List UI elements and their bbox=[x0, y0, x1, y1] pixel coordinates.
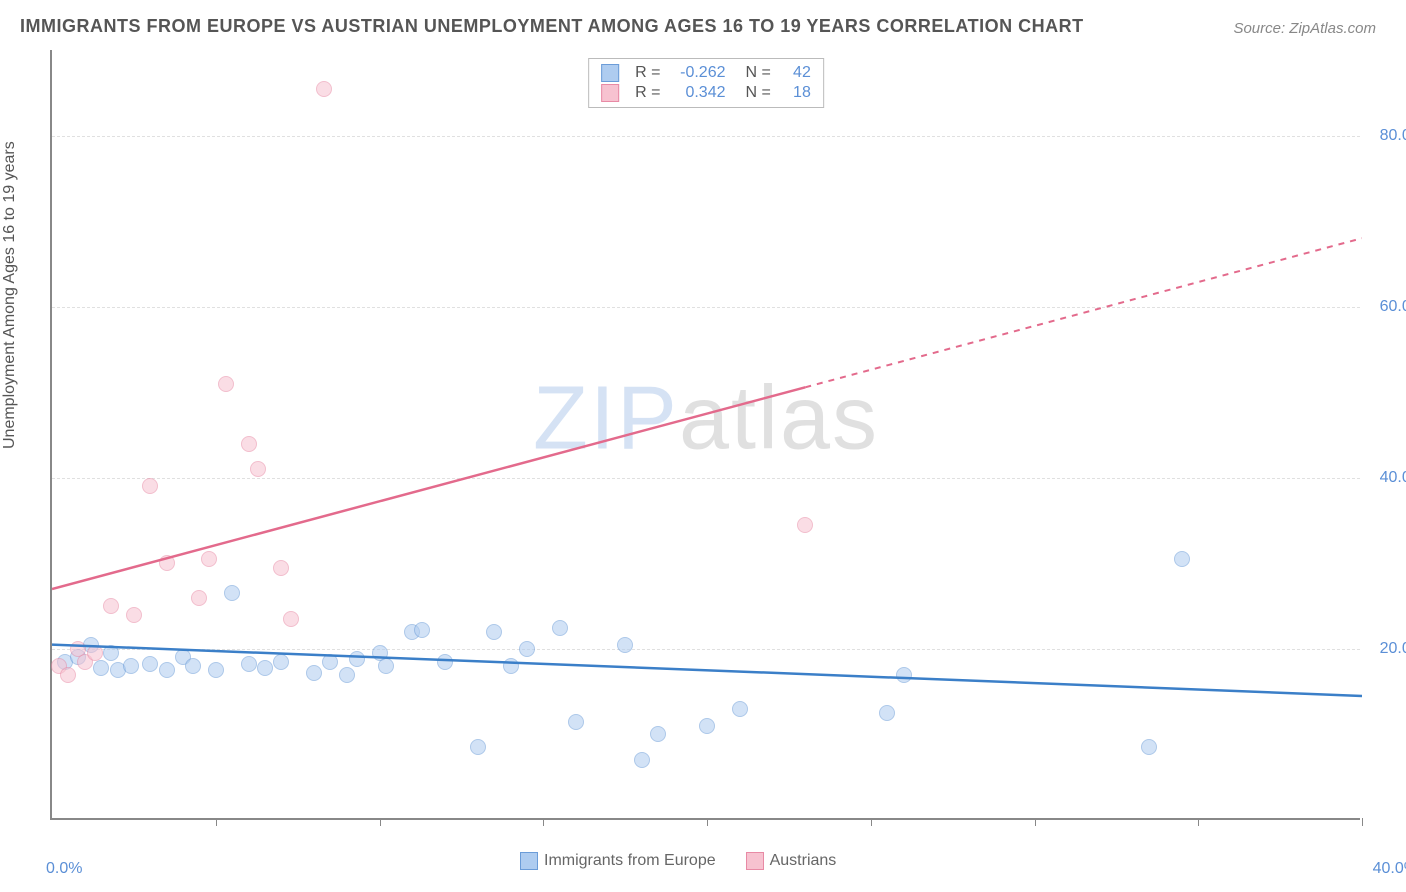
data-point bbox=[503, 658, 519, 674]
data-point bbox=[159, 662, 175, 678]
gridline bbox=[52, 649, 1360, 650]
y-tick-label: 40.0% bbox=[1380, 469, 1406, 487]
data-point bbox=[241, 656, 257, 672]
legend-label: Immigrants from Europe bbox=[544, 852, 716, 869]
data-point bbox=[568, 714, 584, 730]
x-tick bbox=[216, 818, 217, 826]
data-point bbox=[257, 660, 273, 676]
r-label: R = bbox=[635, 64, 660, 82]
data-point bbox=[241, 436, 257, 452]
data-point bbox=[316, 81, 332, 97]
watermark-atlas: atlas bbox=[679, 368, 879, 468]
data-point bbox=[349, 651, 365, 667]
n-label: N = bbox=[746, 84, 771, 102]
data-point bbox=[224, 585, 240, 601]
data-point bbox=[437, 654, 453, 670]
y-axis-label: Unemployment Among Ages 16 to 19 years bbox=[1, 141, 19, 449]
data-point bbox=[896, 667, 912, 683]
watermark: ZIPatlas bbox=[533, 367, 879, 470]
data-point bbox=[159, 555, 175, 571]
data-point bbox=[378, 658, 394, 674]
n-value: 18 bbox=[781, 84, 811, 102]
data-point bbox=[879, 705, 895, 721]
data-point bbox=[201, 551, 217, 567]
y-tick-label: 80.0% bbox=[1380, 127, 1406, 145]
y-tick-label: 20.0% bbox=[1380, 640, 1406, 658]
data-point bbox=[699, 718, 715, 734]
data-point bbox=[93, 660, 109, 676]
data-point bbox=[617, 637, 633, 653]
gridline bbox=[52, 478, 1360, 479]
legend-label: Austrians bbox=[770, 852, 837, 869]
legend-swatch bbox=[601, 64, 619, 82]
x-tick bbox=[1035, 818, 1036, 826]
data-point bbox=[123, 658, 139, 674]
data-point bbox=[1174, 551, 1190, 567]
data-point bbox=[191, 590, 207, 606]
data-point bbox=[306, 665, 322, 681]
data-point bbox=[185, 658, 201, 674]
x-tick bbox=[1198, 818, 1199, 826]
data-point bbox=[60, 667, 76, 683]
data-point bbox=[732, 701, 748, 717]
r-value: -0.262 bbox=[671, 64, 726, 82]
r-label: R = bbox=[635, 84, 660, 102]
r-value: 0.342 bbox=[671, 84, 726, 102]
legend-row: R = 0.342 N = 18 bbox=[601, 83, 811, 103]
legend-item: Immigrants from Europe bbox=[520, 852, 716, 870]
data-point bbox=[322, 654, 338, 670]
data-point bbox=[218, 376, 234, 392]
n-label: N = bbox=[746, 64, 771, 82]
legend-row: R = -0.262 N = 42 bbox=[601, 63, 811, 83]
data-point bbox=[470, 739, 486, 755]
x-tick bbox=[380, 818, 381, 826]
data-point bbox=[1141, 739, 1157, 755]
data-point bbox=[339, 667, 355, 683]
data-point bbox=[87, 645, 103, 661]
x-tick bbox=[707, 818, 708, 826]
data-point bbox=[486, 624, 502, 640]
data-point bbox=[650, 726, 666, 742]
data-point bbox=[414, 622, 430, 638]
data-point bbox=[519, 641, 535, 657]
x-tick bbox=[543, 818, 544, 826]
plot-area: R =-0.262N =42R =0.342N =18 ZIPatlas 20.… bbox=[50, 50, 1360, 820]
series-legend: Immigrants from Europe Austrians bbox=[520, 852, 836, 870]
x-tick-label: 40.0% bbox=[1373, 860, 1406, 878]
n-value: 42 bbox=[781, 64, 811, 82]
legend-item: Austrians bbox=[746, 852, 837, 870]
data-point bbox=[552, 620, 568, 636]
data-point bbox=[273, 654, 289, 670]
data-point bbox=[142, 478, 158, 494]
y-tick-label: 60.0% bbox=[1380, 298, 1406, 316]
data-point bbox=[142, 656, 158, 672]
gridline bbox=[52, 136, 1360, 137]
data-point bbox=[103, 645, 119, 661]
legend-swatch bbox=[601, 84, 619, 102]
data-point bbox=[208, 662, 224, 678]
data-point bbox=[250, 461, 266, 477]
chart-title: IMMIGRANTS FROM EUROPE VS AUSTRIAN UNEMP… bbox=[20, 16, 1084, 37]
watermark-zip: ZIP bbox=[533, 368, 679, 468]
correlation-legend: R = -0.262 N = 42 R = 0.342 N = 18 bbox=[588, 58, 824, 108]
data-point bbox=[797, 517, 813, 533]
x-tick-label: 0.0% bbox=[46, 860, 82, 878]
data-point bbox=[634, 752, 650, 768]
legend-swatch bbox=[520, 852, 538, 870]
data-point bbox=[103, 598, 119, 614]
data-point bbox=[273, 560, 289, 576]
source-label: Source: ZipAtlas.com bbox=[1233, 20, 1376, 37]
data-point bbox=[126, 607, 142, 623]
data-point bbox=[283, 611, 299, 627]
x-tick bbox=[871, 818, 872, 826]
legend-swatch bbox=[746, 852, 764, 870]
x-tick bbox=[1362, 818, 1363, 826]
gridline bbox=[52, 307, 1360, 308]
